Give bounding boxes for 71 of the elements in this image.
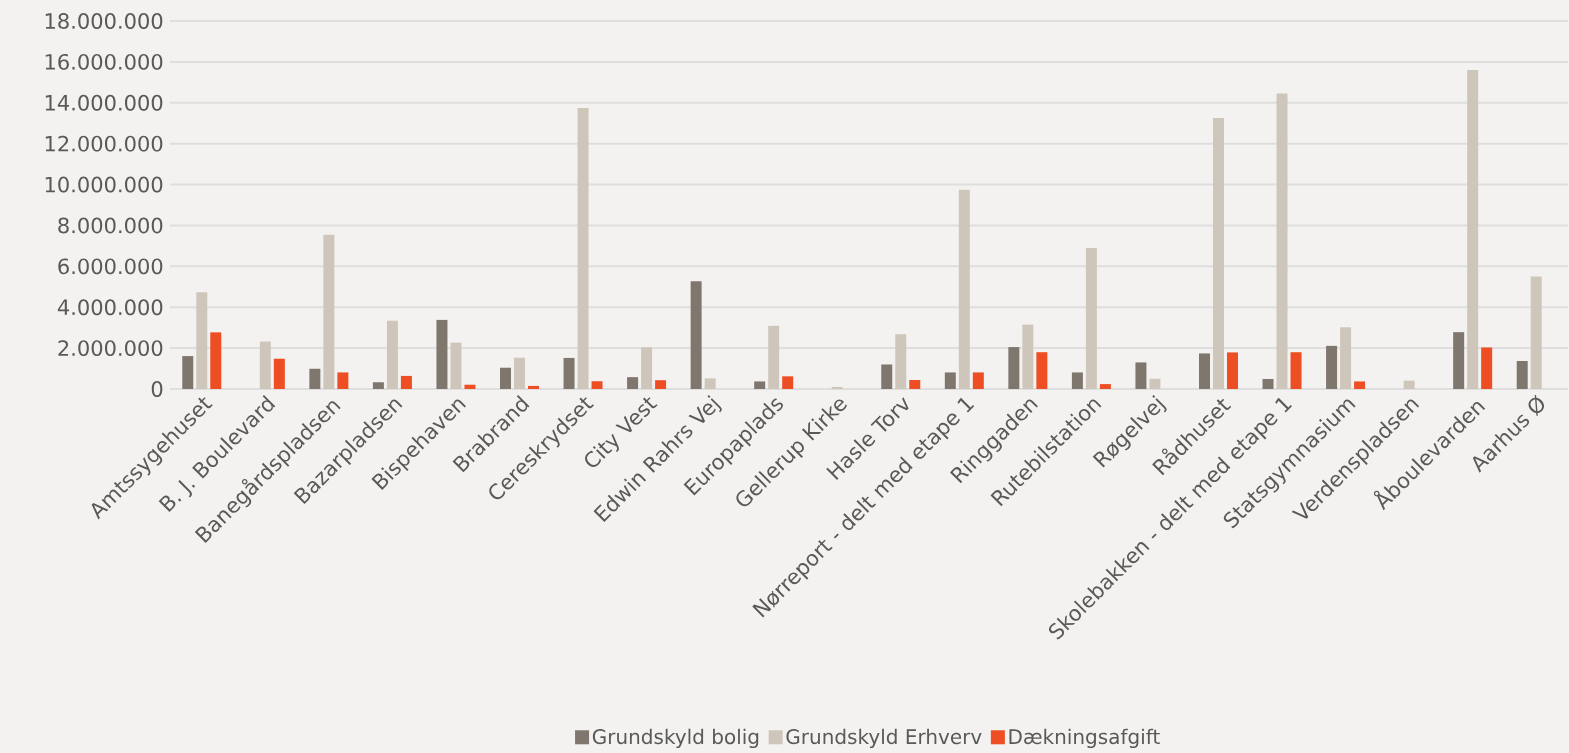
bar xyxy=(577,107,589,389)
bar xyxy=(972,372,984,389)
bar xyxy=(1036,352,1048,389)
bar xyxy=(831,386,843,389)
bar xyxy=(1212,118,1224,389)
bar xyxy=(782,376,794,389)
bar xyxy=(1453,332,1465,389)
bar xyxy=(196,292,208,389)
bar xyxy=(895,334,907,389)
bar xyxy=(372,382,384,389)
bar xyxy=(641,347,653,389)
bar xyxy=(958,189,970,389)
bar xyxy=(591,381,603,389)
bar xyxy=(386,320,398,389)
bar xyxy=(1099,384,1111,389)
bar xyxy=(273,358,285,389)
bar xyxy=(1008,347,1020,389)
bar xyxy=(944,372,956,389)
bar xyxy=(1326,345,1338,389)
bar xyxy=(210,332,222,389)
y-tick-label: 8.000.000 xyxy=(58,217,163,234)
bar xyxy=(309,368,321,389)
bar xyxy=(1340,327,1352,389)
legend-label: Grundskyld Erhverv xyxy=(786,728,982,749)
bar xyxy=(1022,324,1034,389)
bar xyxy=(528,385,539,389)
y-tick-label: 14.000.000 xyxy=(45,94,163,111)
bar xyxy=(1226,352,1238,389)
bar xyxy=(690,281,702,389)
bar xyxy=(182,356,194,389)
bar xyxy=(1149,378,1161,389)
y-tick-label: 16.000.000 xyxy=(45,53,163,70)
bar xyxy=(500,367,511,389)
y-tick-label: 0 xyxy=(151,381,163,397)
bar xyxy=(909,380,921,389)
bar xyxy=(514,357,525,389)
y-tick-label: 18.000.000 xyxy=(45,13,163,29)
y-tick-label: 6.000.000 xyxy=(58,258,163,275)
bar xyxy=(1276,93,1288,389)
bar xyxy=(754,381,766,389)
bar xyxy=(1135,362,1147,389)
bar xyxy=(259,341,271,389)
bar xyxy=(1198,353,1210,389)
bar xyxy=(323,234,335,389)
bar xyxy=(881,364,893,389)
bar xyxy=(436,319,448,389)
bar xyxy=(450,342,462,389)
bar xyxy=(1403,380,1415,389)
bar xyxy=(1481,347,1493,389)
bar xyxy=(1290,352,1302,389)
bar xyxy=(1262,378,1274,389)
y-tick-label: 2.000.000 xyxy=(58,340,163,357)
bar xyxy=(768,325,780,389)
bar xyxy=(563,357,575,389)
bar xyxy=(400,375,412,389)
y-tick-label: 4.000.000 xyxy=(57,299,163,316)
bar xyxy=(655,380,667,389)
legend-label: Grundskyld bolig xyxy=(592,728,759,749)
bar xyxy=(1530,276,1542,389)
legend-label: Dækningsafgift xyxy=(1009,728,1160,749)
bar xyxy=(704,378,716,389)
bar xyxy=(1085,247,1097,389)
bar xyxy=(464,384,476,389)
bar xyxy=(1354,381,1366,389)
bar xyxy=(627,377,639,389)
bar xyxy=(1467,70,1479,389)
bar xyxy=(337,372,349,389)
y-tick-label: 10.000.000 xyxy=(45,176,163,193)
bar xyxy=(1516,360,1528,389)
bar xyxy=(1071,372,1083,389)
y-tick-label: 12.000.000 xyxy=(45,135,163,152)
